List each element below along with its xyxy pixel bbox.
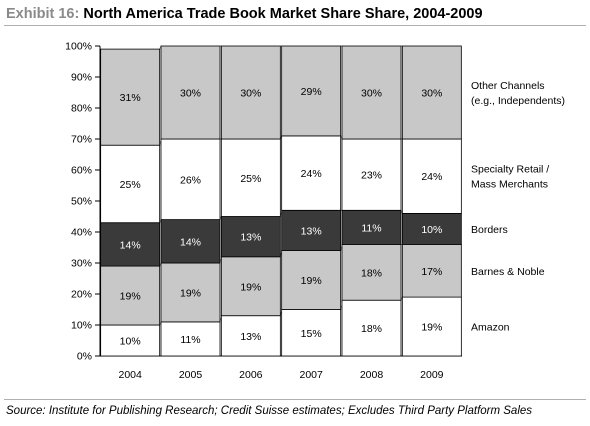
data-label: 19% xyxy=(421,322,442,334)
data-label: 10% xyxy=(120,336,141,348)
bar-segment xyxy=(100,144,161,224)
data-label: 14% xyxy=(120,239,141,251)
data-label: 13% xyxy=(240,232,261,244)
bar-segment xyxy=(401,45,462,140)
bar-segment xyxy=(160,262,221,323)
y-tick-label: 0% xyxy=(77,351,92,363)
bar-segment xyxy=(160,138,221,220)
bar-segment xyxy=(281,250,342,310)
y-tick-label: 80% xyxy=(71,103,92,115)
x-tick-label: 2009 xyxy=(420,369,444,381)
exhibit-label: Exhibit 16: xyxy=(6,6,80,22)
data-label: 25% xyxy=(120,179,141,191)
data-label: 13% xyxy=(301,225,322,237)
data-label: 24% xyxy=(421,171,442,183)
bar-segment xyxy=(100,265,161,326)
bar-segment xyxy=(341,209,402,245)
data-label: 23% xyxy=(361,170,382,182)
data-label: 26% xyxy=(180,174,201,186)
data-label: 10% xyxy=(421,224,442,236)
y-tick-label: 10% xyxy=(71,320,92,332)
x-tick-label: 2006 xyxy=(239,369,263,381)
bar-segment xyxy=(100,48,161,146)
bar-segment xyxy=(341,45,402,140)
bar-segment xyxy=(220,256,281,317)
bar-segment xyxy=(341,299,402,357)
data-label: 19% xyxy=(240,281,261,293)
legend-label: (e.g., Independents) xyxy=(471,95,565,107)
bar-segment xyxy=(401,243,462,298)
bar-segment xyxy=(160,321,221,357)
data-label: 31% xyxy=(120,92,141,104)
bar-segment xyxy=(220,138,281,217)
legend-label: Specialty Retail / xyxy=(471,164,549,176)
y-tick-label: 60% xyxy=(71,165,92,177)
bar-segment xyxy=(160,45,221,140)
bar-segment xyxy=(401,296,462,357)
bar-segment xyxy=(220,45,281,140)
source-rule xyxy=(4,399,586,400)
y-tick-label: 20% xyxy=(71,289,92,301)
title-text: North America Trade Book Market Share Sh… xyxy=(83,6,483,22)
bar-segment xyxy=(281,135,342,211)
chart-title: Exhibit 16: North America Trade Book Mar… xyxy=(6,4,584,24)
bar-segment xyxy=(281,45,342,137)
legend-label: Borders xyxy=(471,224,508,236)
data-label: 25% xyxy=(240,173,261,185)
data-label: 11% xyxy=(180,334,200,346)
legend-label: Barnes & Noble xyxy=(471,266,545,278)
y-tick-label: 90% xyxy=(71,72,92,84)
bar-segment xyxy=(160,219,221,264)
bar-segment xyxy=(281,209,342,252)
data-label: 13% xyxy=(240,331,261,343)
y-tick-label: 30% xyxy=(71,258,92,270)
legend-label: Amazon xyxy=(471,322,510,334)
data-label: 29% xyxy=(301,86,322,98)
data-label: 14% xyxy=(180,236,201,248)
legend-label: Other Channels xyxy=(471,80,545,92)
bar-segment xyxy=(100,222,161,267)
y-tick-label: 50% xyxy=(71,196,92,208)
data-label: 17% xyxy=(421,266,442,278)
data-label: 11% xyxy=(361,222,381,234)
data-label: 19% xyxy=(120,291,141,303)
y-tick-label: 40% xyxy=(71,227,92,239)
x-tick-label: 2008 xyxy=(360,369,384,381)
data-label: 30% xyxy=(240,88,261,100)
title-rule xyxy=(4,25,586,26)
data-label: 18% xyxy=(361,323,382,335)
data-label: 18% xyxy=(361,267,382,279)
y-tick-label: 100% xyxy=(65,41,92,53)
bar-segment xyxy=(401,138,462,214)
data-label: 30% xyxy=(421,88,442,100)
legend-label: Mass Merchants xyxy=(471,179,548,191)
bar-segment xyxy=(220,315,281,357)
x-tick-label: 2007 xyxy=(299,369,323,381)
source-note: Source: Institute for Publishing Researc… xyxy=(6,405,533,417)
data-label: 15% xyxy=(301,328,322,340)
x-tick-label: 2005 xyxy=(179,369,203,381)
data-label: 30% xyxy=(361,88,382,100)
bar-segment xyxy=(100,324,161,357)
data-label: 30% xyxy=(180,88,201,100)
data-label: 19% xyxy=(301,275,322,287)
data-label: 19% xyxy=(180,287,201,299)
x-tick-label: 2004 xyxy=(118,369,142,381)
bar-segment xyxy=(341,138,402,211)
y-tick-label: 70% xyxy=(71,134,92,146)
bar-segment xyxy=(281,309,342,357)
data-label: 24% xyxy=(301,168,322,180)
